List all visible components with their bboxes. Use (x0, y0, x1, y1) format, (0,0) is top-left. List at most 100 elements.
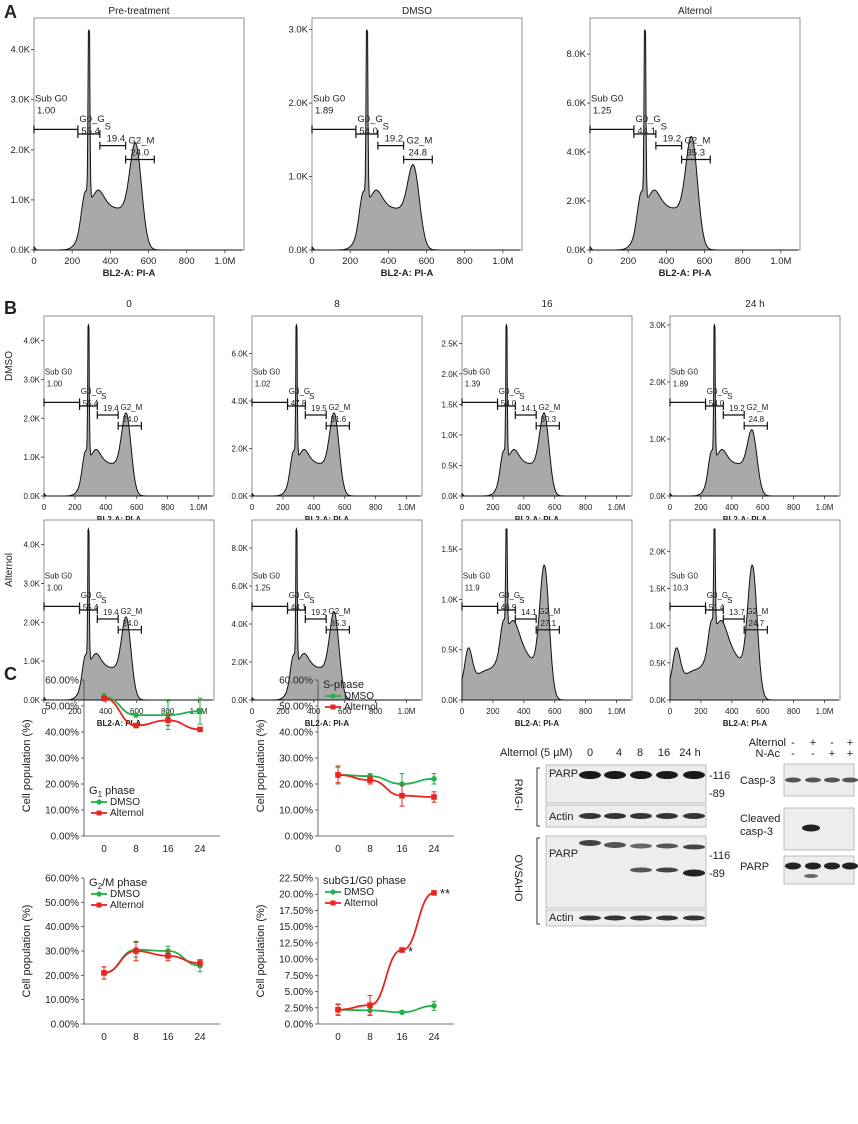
y-tick-label: 1.5K (650, 584, 667, 593)
y-tick-label: 3.0K (24, 579, 41, 588)
data-point (335, 1006, 341, 1013)
gate-value: 46.9 (501, 603, 517, 612)
y-tick-label: 1.0K (24, 453, 41, 462)
y-tick-label: 0.0K (288, 245, 308, 256)
y-tick-label: 0.00% (285, 1020, 313, 1031)
gate-value: 35.3 (331, 619, 347, 628)
gate-name: Sub G0 (671, 571, 699, 580)
histogram: 0.0K 1.0K 2.0K 3.0K 0 200 400 600 800 1.0M BL2-A: … (288, 17, 523, 279)
gate-name: Sub G0 (463, 367, 491, 376)
series-line (103, 697, 201, 731)
y-tick-label: 50.00% (45, 702, 79, 713)
gate-value: 1.89 (673, 379, 689, 388)
legend-label: DMSO (110, 797, 140, 808)
band (656, 813, 678, 819)
y-tick-label: 1.5K (442, 545, 459, 554)
y-axis-label: Cell population (%) (255, 719, 267, 812)
y-tick-label: 2.0K (650, 547, 667, 556)
x-tick-label: 1.0M (398, 503, 416, 512)
y-tick-label: 0.0K (24, 492, 41, 501)
band-label: Actin (549, 912, 573, 924)
y-tick-label: 6.0K (566, 98, 586, 109)
x-tick-label: 1.0M (608, 707, 626, 716)
band-label: Actin (549, 811, 573, 823)
x-tick-label: 24 (194, 1032, 206, 1043)
gate-value: 30.3 (541, 415, 557, 424)
chart-title: S-phase (323, 679, 364, 691)
legend-label: DMSO (110, 889, 140, 900)
y-tick-label: 2.50% (285, 1003, 313, 1014)
band (630, 867, 652, 873)
x-tick-label: 200 (694, 707, 708, 716)
y-tick-label: 0.0K (442, 696, 459, 705)
y-tick-label: 2.0K (566, 196, 586, 207)
data-point (133, 722, 139, 729)
y-tick-label: 4.0K (10, 45, 30, 56)
y-tick-label: 1.0K (650, 435, 667, 444)
chart-title: G2/M phase (89, 877, 147, 891)
y-tick-label: 60.00% (45, 676, 79, 687)
gate-value: 44.1 (291, 603, 307, 612)
y-tick-label: 0.0K (232, 492, 249, 501)
histogram-area (311, 29, 521, 251)
x-tick-label: 800 (457, 256, 473, 267)
x-tick-label: 8 (133, 844, 139, 855)
x-tick-label: 16 (396, 1032, 408, 1043)
x-tick-label: 400 (380, 256, 396, 267)
legend-swatch-marker (330, 693, 336, 699)
gate-value: 24.0 (123, 619, 139, 628)
legend-swatch-marker (96, 891, 102, 897)
x-tick-label: 8 (367, 1032, 373, 1043)
x-axis-label: BL2-A: PI-A (305, 515, 350, 524)
x-tick-label: 1.0M (190, 503, 208, 512)
y-tick-label: 0.5K (442, 646, 459, 655)
series-line (337, 774, 435, 785)
band (805, 862, 821, 870)
band (656, 843, 678, 849)
y-tick-label: 1.0K (442, 595, 459, 604)
gate-name: S (519, 596, 524, 605)
band (824, 862, 840, 870)
series-line (103, 950, 201, 974)
band (604, 813, 626, 819)
histogram: 0.0K 2.0K 4.0K 6.0K 8.0K 0 200 400 600 800 1.0M BL2… (566, 17, 801, 279)
x-tick-label: 0 (42, 503, 47, 512)
band (683, 771, 705, 779)
y-tick-label: 40.00% (45, 922, 79, 933)
gate-name: G0_G (289, 387, 310, 396)
band (656, 915, 678, 921)
series-line (337, 892, 435, 1011)
y-tick-label: 2.0K (442, 370, 459, 379)
y-tick-label: 0.0K (566, 245, 586, 256)
x-tick-label: 0 (668, 707, 673, 716)
histogram-area (461, 528, 631, 701)
y-tick-label: 3.0K (24, 375, 41, 384)
histogram-title: Alternol (678, 6, 712, 17)
column-title: 8 (334, 299, 340, 310)
band (630, 915, 652, 921)
band (656, 867, 678, 873)
x-tick-label: 600 (756, 503, 770, 512)
y-tick-label: 1.5K (442, 400, 459, 409)
blot-label: casp-3 (740, 826, 773, 838)
gate-name: G2_M (121, 403, 143, 412)
x-tick-label: 400 (517, 707, 531, 716)
data-point (101, 695, 107, 701)
series-line (337, 1004, 435, 1014)
x-tick-label: 1.0M (398, 707, 416, 716)
data-point (399, 1009, 405, 1016)
gate-value: 1.02 (255, 379, 271, 388)
gate-value: 19.4 (103, 608, 119, 617)
x-tick-label: 800 (787, 707, 801, 716)
gate-name: G0_G (635, 114, 660, 125)
band (802, 824, 820, 832)
legend-swatch-marker (96, 799, 102, 805)
data-point (197, 726, 203, 733)
x-tick-label: 0 (250, 707, 255, 716)
y-tick-label: 0.00% (285, 832, 313, 843)
x-axis-label: BL2-A: PI-A (97, 719, 142, 728)
band (683, 813, 705, 819)
band (683, 915, 705, 921)
x-axis-label: BL2-A: PI-A (659, 268, 712, 279)
band-label: PARP (549, 768, 578, 780)
